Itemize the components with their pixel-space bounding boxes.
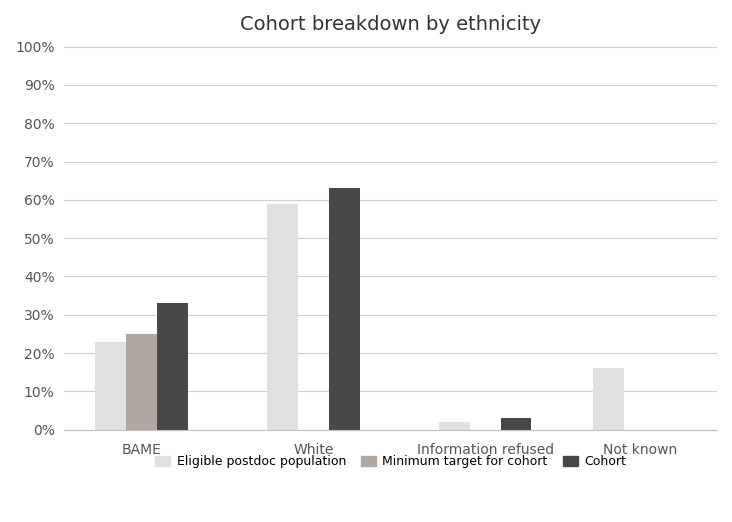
Title: Cohort breakdown by ethnicity: Cohort breakdown by ethnicity xyxy=(240,15,541,34)
Bar xyxy=(329,188,359,430)
Bar xyxy=(594,369,624,430)
Bar xyxy=(95,341,126,430)
Bar xyxy=(126,334,157,430)
Bar xyxy=(267,204,298,430)
Bar xyxy=(438,422,470,430)
Legend: Eligible postdoc population, Minimum target for cohort, Cohort: Eligible postdoc population, Minimum tar… xyxy=(151,450,631,473)
Bar xyxy=(157,303,188,430)
Bar xyxy=(501,418,531,430)
